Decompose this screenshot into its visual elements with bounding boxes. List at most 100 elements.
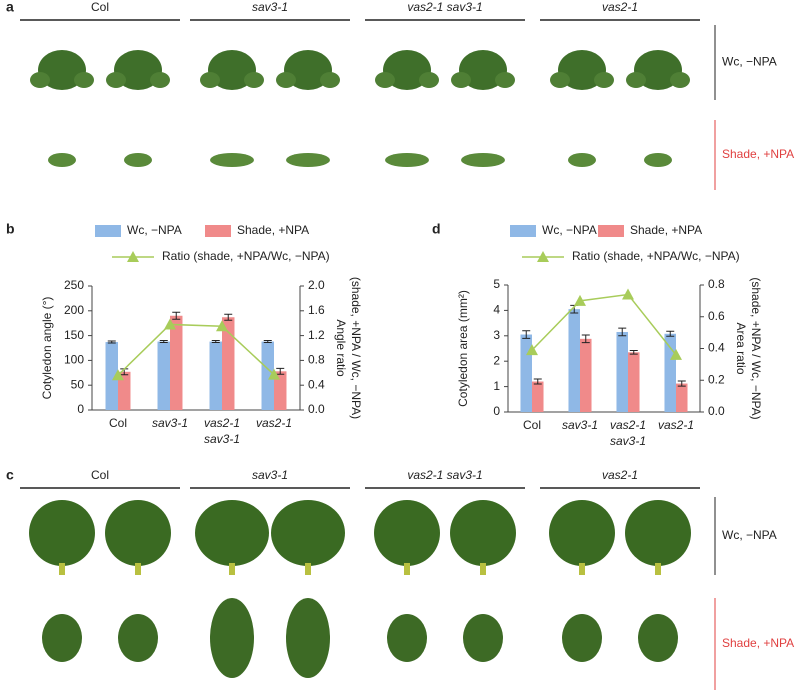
legend-label: Ratio (shade, +NPA/Wc, −NPA) [162, 249, 330, 263]
seedling-photo [451, 72, 471, 88]
seedling-photo [124, 153, 152, 167]
cotyledon-stalk [480, 563, 486, 575]
x-tick-label: sav3-1 [562, 418, 598, 432]
seedling-photo [48, 153, 76, 167]
seedling-photo [495, 72, 515, 88]
y2-axis-title: Angle ratio [334, 319, 348, 377]
y2-tick-label: 0.0 [308, 402, 325, 416]
y2-tick-label: 0.4 [308, 377, 325, 391]
ratio-marker [268, 368, 280, 380]
y2-tick-label: 0.8 [308, 353, 325, 367]
bar [274, 371, 287, 410]
legend-label: Ratio (shade, +NPA/Wc, −NPA) [572, 249, 740, 263]
y-tick-label: 2 [493, 353, 500, 367]
ratio-marker [574, 294, 586, 306]
genotype-label: Col [91, 0, 109, 14]
seedling-photo [30, 72, 50, 88]
ratio-marker [112, 369, 124, 381]
legend-swatch [598, 225, 624, 237]
y2-axis-title: Area ratio [734, 322, 748, 374]
genotype-label: sav3-1 [252, 0, 288, 14]
x-tick-line: vas2-1 [610, 418, 646, 432]
y2-tick-label: 1.2 [308, 328, 325, 342]
seedling-photo [568, 153, 596, 167]
condition-label: Wc, −NPA [722, 55, 777, 69]
x-tick-label: vas2-1 [658, 418, 694, 432]
seedling-photo [375, 72, 395, 88]
genotype-label: vas2-1 sav3-1 [407, 468, 482, 482]
error-bar [224, 313, 233, 321]
y-axis-title: Cotyledon area (mm²) [456, 290, 470, 407]
legend-label: Shade, +NPA [630, 223, 702, 237]
error-bar [666, 330, 675, 337]
bar [616, 331, 628, 412]
seedling-photo [244, 72, 264, 88]
y2-tick-label: 0.8 [708, 277, 725, 291]
x-tick-label: sav3-1 [152, 416, 188, 430]
y2-tick-label: 0.0 [708, 404, 725, 418]
error-bar [533, 378, 542, 385]
error-bar [677, 380, 686, 387]
genotype-label: vas2-1 [602, 0, 638, 14]
y-axis-title: Cotyledon angle (°) [40, 297, 54, 400]
y2-axis-title: (shade, +NPA / Wc, −NPA) [349, 277, 363, 419]
cotyledon-photo [271, 500, 345, 566]
bar [261, 341, 274, 410]
seedling-photo [286, 153, 330, 167]
panel-label: b [6, 221, 15, 237]
y-tick-label: 1 [493, 379, 500, 393]
bar [170, 315, 183, 410]
seedling-photo [670, 72, 690, 88]
legend-label: Shade, +NPA [237, 223, 309, 237]
bar [664, 333, 676, 412]
y-tick-label: 5 [493, 277, 500, 291]
error-bar [276, 367, 285, 375]
cotyledon-stalk [59, 563, 65, 575]
y-tick-label: 250 [64, 278, 84, 292]
ratio-line [531, 293, 677, 356]
y2-tick-label: 0.2 [708, 372, 725, 386]
y-tick-label: 0 [77, 402, 84, 416]
error-bar [629, 350, 638, 355]
cotyledon-stalk [229, 563, 235, 575]
legend-label: Wc, −NPA [127, 223, 182, 237]
cotyledon-photo [42, 614, 82, 662]
error-bar [581, 334, 590, 344]
genotype-label: vas2-1 [602, 468, 638, 482]
x-tick-label: vas2-1 sav3-1 [610, 418, 646, 448]
cotyledon-photo [374, 500, 440, 566]
error-bar [618, 327, 627, 337]
legend-label: Wc, −NPA [542, 223, 597, 237]
bar [222, 317, 235, 410]
bar [118, 371, 131, 410]
bar [568, 309, 580, 412]
error-bar [172, 311, 181, 320]
cotyledon-photo [638, 614, 678, 662]
cotyledon-stalk [579, 563, 585, 575]
seedling-photo [461, 153, 505, 167]
legend-swatch [205, 225, 231, 237]
seedling-photo [106, 72, 126, 88]
x-tick-line: sav3-1 [204, 432, 240, 446]
ratio-line [117, 323, 275, 376]
cotyledon-photo [105, 500, 171, 566]
x-tick-label: vas2-1 sav3-1 [204, 416, 240, 446]
bar [676, 383, 688, 412]
seedling-photo [644, 153, 672, 167]
y2-tick-label: 1.6 [308, 303, 325, 317]
ratio-marker [622, 288, 634, 300]
cotyledon-photo [450, 500, 516, 566]
y-tick-label: 50 [71, 377, 85, 391]
cotyledon-photo [118, 614, 158, 662]
seedling-photo [320, 72, 340, 88]
x-tick-line: vas2-1 [204, 416, 240, 430]
y2-axis-title: (shade, +NPA / Wc, −NPA) [749, 277, 763, 419]
legend-swatch [95, 225, 121, 237]
y-tick-label: 4 [493, 303, 500, 317]
seedling-photo [200, 72, 220, 88]
seedling-photo [594, 72, 614, 88]
cotyledon-photo [562, 614, 602, 662]
error-bar [522, 330, 531, 339]
seedling-photo [74, 72, 94, 88]
